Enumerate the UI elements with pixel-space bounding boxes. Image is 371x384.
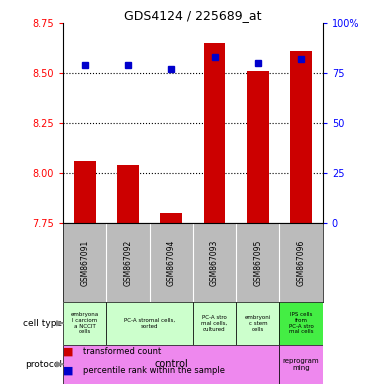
Bar <box>193 302 236 345</box>
Bar <box>106 302 193 345</box>
Text: GSM867094: GSM867094 <box>167 239 176 286</box>
Bar <box>279 302 323 345</box>
Text: transformed count: transformed count <box>83 347 162 356</box>
Bar <box>236 302 279 345</box>
Bar <box>74 161 96 223</box>
Text: GSM867096: GSM867096 <box>297 239 306 286</box>
Text: PC-A stromal cells,
sorted: PC-A stromal cells, sorted <box>124 318 175 329</box>
Bar <box>63 345 279 384</box>
Text: ■: ■ <box>63 346 73 356</box>
Text: reprogram
ming: reprogram ming <box>283 358 319 371</box>
Text: GSM867095: GSM867095 <box>253 239 262 286</box>
Bar <box>161 213 182 223</box>
Title: GDS4124 / 225689_at: GDS4124 / 225689_at <box>124 9 262 22</box>
Bar <box>63 302 106 345</box>
Text: IPS cells
from
PC-A stro
mal cells: IPS cells from PC-A stro mal cells <box>289 312 313 334</box>
Bar <box>247 71 269 223</box>
Text: PC-A stro
mal cells,
cultured: PC-A stro mal cells, cultured <box>201 315 228 331</box>
Text: percentile rank within the sample: percentile rank within the sample <box>83 366 226 375</box>
Bar <box>204 43 226 223</box>
Bar <box>117 165 139 223</box>
Text: control: control <box>154 359 188 369</box>
Text: cell type: cell type <box>23 319 62 328</box>
Text: GSM867093: GSM867093 <box>210 239 219 286</box>
Text: embryoni
c stem
cells: embryoni c stem cells <box>245 315 271 331</box>
Text: GSM867091: GSM867091 <box>80 239 89 286</box>
Text: ■: ■ <box>63 366 73 376</box>
Bar <box>279 345 323 384</box>
Text: GSM867092: GSM867092 <box>124 239 132 286</box>
Text: protocol: protocol <box>25 360 62 369</box>
Text: embryona
l carciom
a NCCIT
cells: embryona l carciom a NCCIT cells <box>70 312 99 334</box>
Bar <box>290 51 312 223</box>
